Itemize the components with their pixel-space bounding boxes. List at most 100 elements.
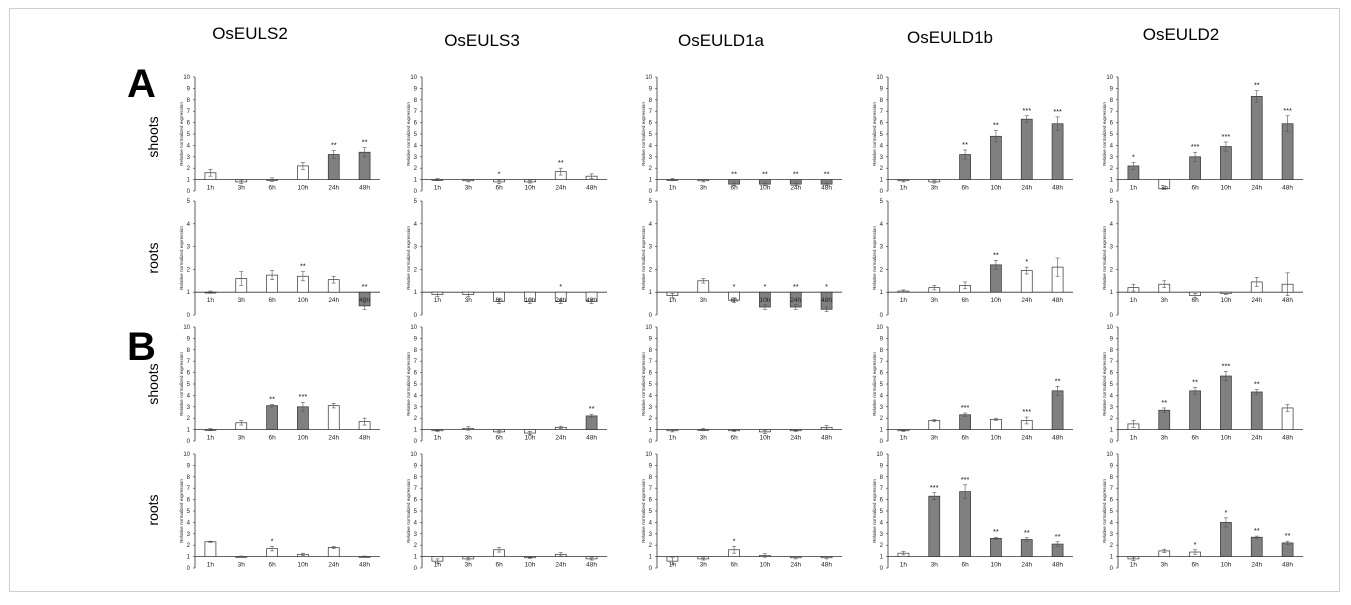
x-tick-label: 6h — [268, 297, 276, 304]
x-tick-label: 48h — [1052, 185, 1063, 192]
y-tick-label: 3 — [880, 245, 884, 251]
significance-marker: ** — [558, 158, 564, 167]
significance-marker: * — [763, 282, 766, 291]
y-axis-label: Relative normalized expression — [872, 102, 877, 166]
significance-marker: ** — [1055, 532, 1061, 541]
x-tick-label: 6h — [730, 297, 738, 304]
significance-marker: ** — [1161, 398, 1167, 407]
y-tick-label: 5 — [187, 199, 191, 205]
y-tick-label: 0 — [649, 313, 653, 319]
x-tick-label: 1h — [900, 185, 908, 192]
y-tick-label: 5 — [414, 382, 418, 388]
x-tick-label: 1h — [1130, 297, 1138, 304]
y-tick-label: 7 — [414, 109, 418, 115]
x-tick-label: 6h — [495, 435, 503, 442]
x-tick-label: 10h — [1220, 562, 1231, 569]
y-tick-label: 8 — [880, 475, 884, 481]
y-tick-label: 4 — [187, 520, 191, 526]
x-tick-label: 10h — [759, 185, 770, 192]
significance-marker: ** — [962, 140, 968, 149]
y-tick-label: 1 — [414, 555, 418, 561]
y-tick-label: 8 — [187, 475, 191, 481]
x-tick-label: 24h — [328, 435, 339, 442]
x-tick-label: 3h — [1161, 562, 1169, 569]
y-tick-label: 2 — [1110, 543, 1114, 549]
significance-marker: ** — [1254, 380, 1260, 389]
significance-marker: ** — [793, 282, 799, 291]
y-tick-label: 6 — [187, 371, 191, 377]
significance-marker: * — [1194, 540, 1197, 549]
x-tick-label: 10h — [759, 562, 770, 569]
y-tick-label: 1 — [880, 428, 884, 434]
y-tick-label: 1 — [414, 178, 418, 184]
y-tick-label: 10 — [410, 75, 417, 81]
significance-marker: * — [271, 536, 274, 545]
y-tick-label: 4 — [880, 222, 884, 228]
y-tick-label: 3 — [649, 155, 653, 161]
y-tick-label: 7 — [880, 359, 884, 365]
significance-marker: *** — [1222, 132, 1231, 141]
bar-48h — [585, 415, 598, 430]
y-tick-label: 0 — [187, 566, 191, 572]
x-tick-label: 1h — [207, 435, 215, 442]
y-tick-label: 5 — [1110, 509, 1114, 515]
x-tick-label: 10h — [297, 297, 308, 304]
y-tick-label: 10 — [876, 452, 883, 458]
chart-a-roots-oseuld1a: 0 1 2 3 4 5 Relative normalized expression 1h 3h… — [641, 199, 842, 319]
y-tick-label: 4 — [1110, 222, 1114, 228]
y-tick-label: 3 — [414, 245, 418, 251]
y-tick-label: 4 — [649, 393, 653, 399]
significance-marker: ** — [824, 170, 830, 179]
y-tick-label: 1 — [1110, 178, 1114, 184]
chart-b-shoots-oseuld1a: 0 1 2 3 4 5 6 7 8 9 10 Relative normalized expressi… — [641, 325, 842, 445]
y-tick-label: 7 — [414, 359, 418, 365]
bar-24h — [1020, 118, 1033, 180]
x-tick-label: 48h — [1282, 562, 1293, 569]
y-tick-label: 4 — [1110, 143, 1114, 149]
y-tick-label: 6 — [649, 498, 653, 504]
x-tick-label: 6h — [730, 185, 738, 192]
significance-marker: ** — [300, 262, 306, 271]
y-tick-label: 3 — [880, 155, 884, 161]
y-tick-label: 3 — [187, 405, 191, 411]
y-tick-label: 1 — [649, 428, 653, 434]
bar-48h — [1051, 390, 1064, 430]
x-tick-label: 1h — [669, 185, 677, 192]
y-tick-label: 2 — [649, 166, 653, 172]
y-tick-label: 8 — [649, 348, 653, 354]
x-tick-label: 24h — [1251, 562, 1262, 569]
gene-title-5: OsEULD2 — [1143, 25, 1220, 44]
x-tick-label: 24h — [328, 297, 339, 304]
y-tick-label: 0 — [880, 189, 884, 195]
y-tick-label: 2 — [187, 166, 191, 172]
y-tick-label: 5 — [1110, 199, 1114, 205]
y-axis-label: Relative normalized expression — [179, 352, 184, 416]
chart-a-shoots-oseuls3: 0 1 2 3 4 5 6 7 8 9 10 Relative normalized expressi… — [406, 75, 607, 195]
x-tick-label: 3h — [700, 185, 708, 192]
y-tick-label: 6 — [187, 121, 191, 127]
y-tick-label: 5 — [187, 132, 191, 138]
y-tick-label: 2 — [414, 267, 418, 273]
y-tick-label: 5 — [187, 382, 191, 388]
x-tick-label: 24h — [1251, 185, 1262, 192]
y-tick-label: 1 — [187, 555, 191, 561]
y-tick-label: 10 — [183, 325, 190, 331]
x-tick-label: 24h — [790, 435, 801, 442]
x-tick-label: 48h — [586, 562, 597, 569]
y-axis-label: Relative normalized expression — [641, 102, 646, 166]
y-tick-label: 3 — [414, 405, 418, 411]
x-tick-label: 6h — [961, 185, 969, 192]
y-tick-label: 8 — [880, 348, 884, 354]
y-tick-label: 0 — [649, 189, 653, 195]
y-tick-label: 2 — [414, 166, 418, 172]
y-tick-label: 1 — [187, 428, 191, 434]
x-tick-label: 6h — [495, 185, 503, 192]
x-tick-label: 6h — [1191, 435, 1199, 442]
y-tick-label: 7 — [1110, 109, 1114, 115]
chart-b-shoots-oseuls2: 0 1 2 3 4 5 6 7 8 9 10 Relative normalized expressi… — [179, 325, 380, 445]
y-tick-label: 3 — [1110, 405, 1114, 411]
y-tick-label: 3 — [414, 532, 418, 538]
bar-10h — [1220, 375, 1232, 430]
